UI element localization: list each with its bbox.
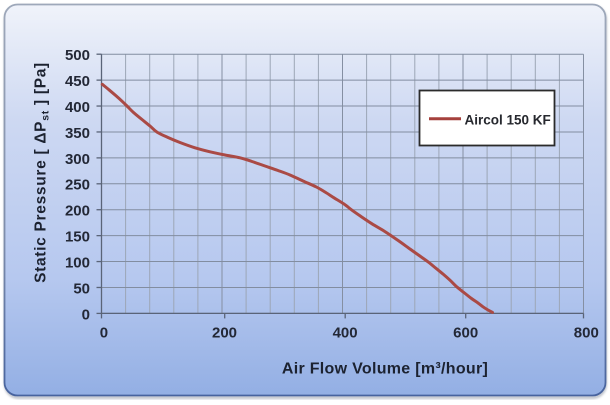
svg-text:150: 150 bbox=[65, 229, 90, 246]
svg-text:0: 0 bbox=[100, 325, 108, 342]
svg-text:600: 600 bbox=[453, 325, 478, 342]
svg-text:Air Flow Volume [m³/hour]: Air Flow Volume [m³/hour] bbox=[282, 361, 488, 378]
svg-text:50: 50 bbox=[73, 280, 90, 297]
svg-text:300: 300 bbox=[65, 151, 90, 168]
svg-text:400: 400 bbox=[65, 99, 90, 116]
svg-text:100: 100 bbox=[65, 254, 90, 271]
svg-text:800: 800 bbox=[574, 325, 599, 342]
svg-text:500: 500 bbox=[65, 47, 90, 64]
svg-text:400: 400 bbox=[333, 325, 358, 342]
svg-text:0: 0 bbox=[82, 306, 90, 323]
svg-text:200: 200 bbox=[212, 325, 237, 342]
svg-text:250: 250 bbox=[65, 177, 90, 194]
svg-text:450: 450 bbox=[65, 73, 90, 90]
svg-text:350: 350 bbox=[65, 125, 90, 142]
svg-text:200: 200 bbox=[65, 203, 90, 220]
svg-text:Static Pressure [ ΔPst ] [Pa]: Static Pressure [ ΔPst ] [Pa] bbox=[33, 62, 52, 283]
svg-text:Aircol 150 KF: Aircol 150 KF bbox=[465, 113, 551, 128]
